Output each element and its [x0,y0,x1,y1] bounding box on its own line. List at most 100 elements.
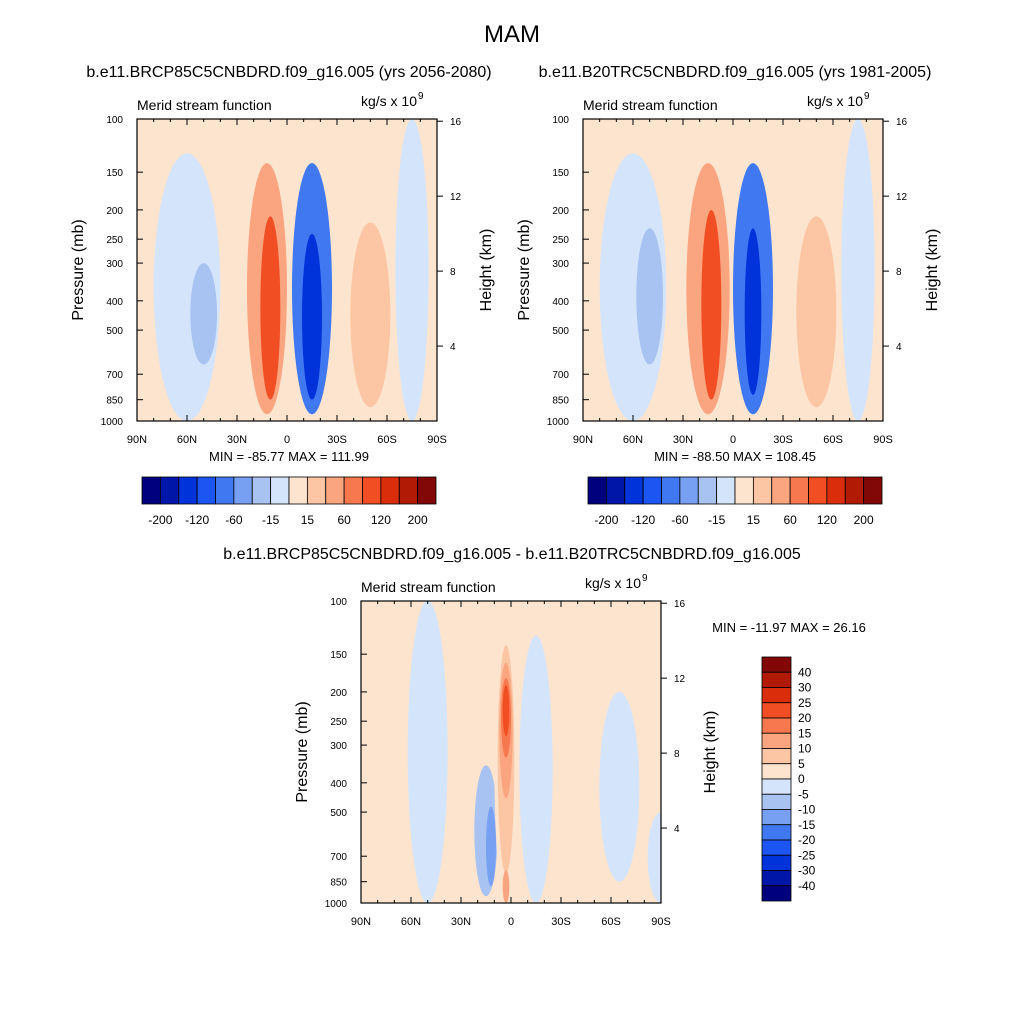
colorbar-swatch [380,476,400,505]
x-tick-label: 0 [730,434,736,446]
y-tick-label: 400 [330,779,347,790]
units-exponent: 9 [864,91,870,102]
colorbar-swatch [752,476,773,505]
panel-subtitle: Merid stream function [137,97,272,113]
colorbar-swatch [761,870,792,887]
contour-cell-negative [395,119,429,421]
colorbar-label: 40 [798,665,812,679]
x-tick-label: 30N [451,916,471,928]
contour-field [137,119,437,421]
colorbar-swatch [826,476,846,505]
panel-3-title: b.e11.BRCP85C5CNBDRD.f09_g16.005 - b.e11… [223,546,801,563]
x-tick-label: 90S [651,916,671,928]
colorbar-label: 200 [854,513,874,527]
y-tick-label: 250 [330,717,347,728]
x-tick-label: 30N [227,434,247,446]
colorbar-label: 120 [817,513,837,527]
height-tick-label: 4 [896,342,902,353]
y-tick-label: 700 [330,852,347,863]
colorbar-label: -25 [798,848,816,862]
y-tick-label: 850 [330,878,347,889]
x-tick-label: 30S [773,434,793,446]
x-tick-label: 30S [327,434,347,446]
colorbar-label: 15 [747,513,761,527]
colorbar-label: -5 [798,787,809,801]
height-tick-label: 16 [896,117,908,128]
colorbar-label: -40 [798,879,816,893]
colorbar-label: -120 [185,513,209,527]
x-tick-label: 90N [573,434,593,446]
y-tick-label: 1000 [547,417,570,428]
colorbar-swatch [141,476,161,505]
colorbar-label: 0 [798,772,805,786]
colorbar-swatch [178,476,198,505]
y-tick-label: 500 [552,326,569,337]
x-tick-label: 60S [823,434,843,446]
colorbar-swatch [761,809,792,826]
colorbar-label: -60 [225,513,243,527]
x-tick-label: 60N [177,434,197,446]
colorbar-swatch [642,476,662,505]
x-tick-label: 90S [427,434,447,446]
y-tick-label: 300 [552,259,569,270]
colorbar-label: -60 [671,513,689,527]
colorbar-swatch [343,476,363,505]
colorbar-swatch [761,763,792,780]
colorbar-label: 15 [798,726,812,740]
y-tick-label: 200 [552,206,569,217]
height-axis-title: Height (km) [702,711,719,794]
colorbar-label: 15 [301,513,315,527]
contour-cell-negative [486,806,496,887]
height-axis-title: Height (km) [478,229,495,312]
y-tick-label: 1000 [325,899,348,910]
colorbar-swatch [233,476,253,505]
contour-cell-negative [519,635,553,903]
contour-field [361,601,661,903]
colorbar-label: 60 [337,513,351,527]
colorbar-label: 120 [371,513,391,527]
units-exponent: 9 [418,91,424,102]
y-tick-label: 400 [552,297,569,308]
colorbar-label: 10 [798,742,812,756]
contour-cell-negative [407,601,448,903]
colorbar-swatch [196,476,216,505]
colorbar-label: 5 [798,757,805,771]
y-tick-label: 1000 [101,417,124,428]
y-tick-label: 250 [106,235,123,246]
colorbar-swatch [771,476,791,505]
height-tick-label: 8 [674,749,680,760]
colorbar-label: 200 [408,513,428,527]
y-tick-label: 200 [106,206,123,217]
y-tick-label: 100 [106,115,123,126]
contour-cell-positive [502,685,510,737]
colorbar-swatch [734,476,754,505]
height-tick-label: 12 [896,192,908,203]
colorbar-label: -120 [631,513,655,527]
y-axis-title: Pressure (mb) [70,219,87,320]
y-tick-label: 300 [330,741,347,752]
colorbar-label: -10 [798,803,816,817]
colorbar-swatch [761,839,792,856]
units-exponent: 9 [642,573,648,584]
y-axis-title: Pressure (mb) [516,219,533,320]
height-tick-label: 4 [450,342,456,353]
colorbar-label: -15 [708,513,726,527]
colorbar-swatch [808,476,828,505]
x-tick-label: 90S [873,434,893,446]
min-max-stats: MIN = -85.77 MAX = 111.99 [209,449,369,464]
y-tick-label: 700 [106,370,123,381]
colorbar-swatch [306,476,327,505]
colorbar-swatch [761,732,792,749]
colorbar-swatch [605,476,626,505]
y-tick-label: 700 [552,370,569,381]
colorbar-label: -30 [798,864,816,878]
contour-cell-negative [599,691,640,882]
contour-cell-negative [190,263,218,365]
colorbar-swatch [624,476,644,505]
colorbar-swatch [716,476,736,505]
contour-field [583,119,883,421]
y-tick-label: 850 [106,396,123,407]
colorbar-label: -200 [148,513,172,527]
colorbar-swatch [761,717,792,734]
y-tick-label: 850 [552,396,569,407]
